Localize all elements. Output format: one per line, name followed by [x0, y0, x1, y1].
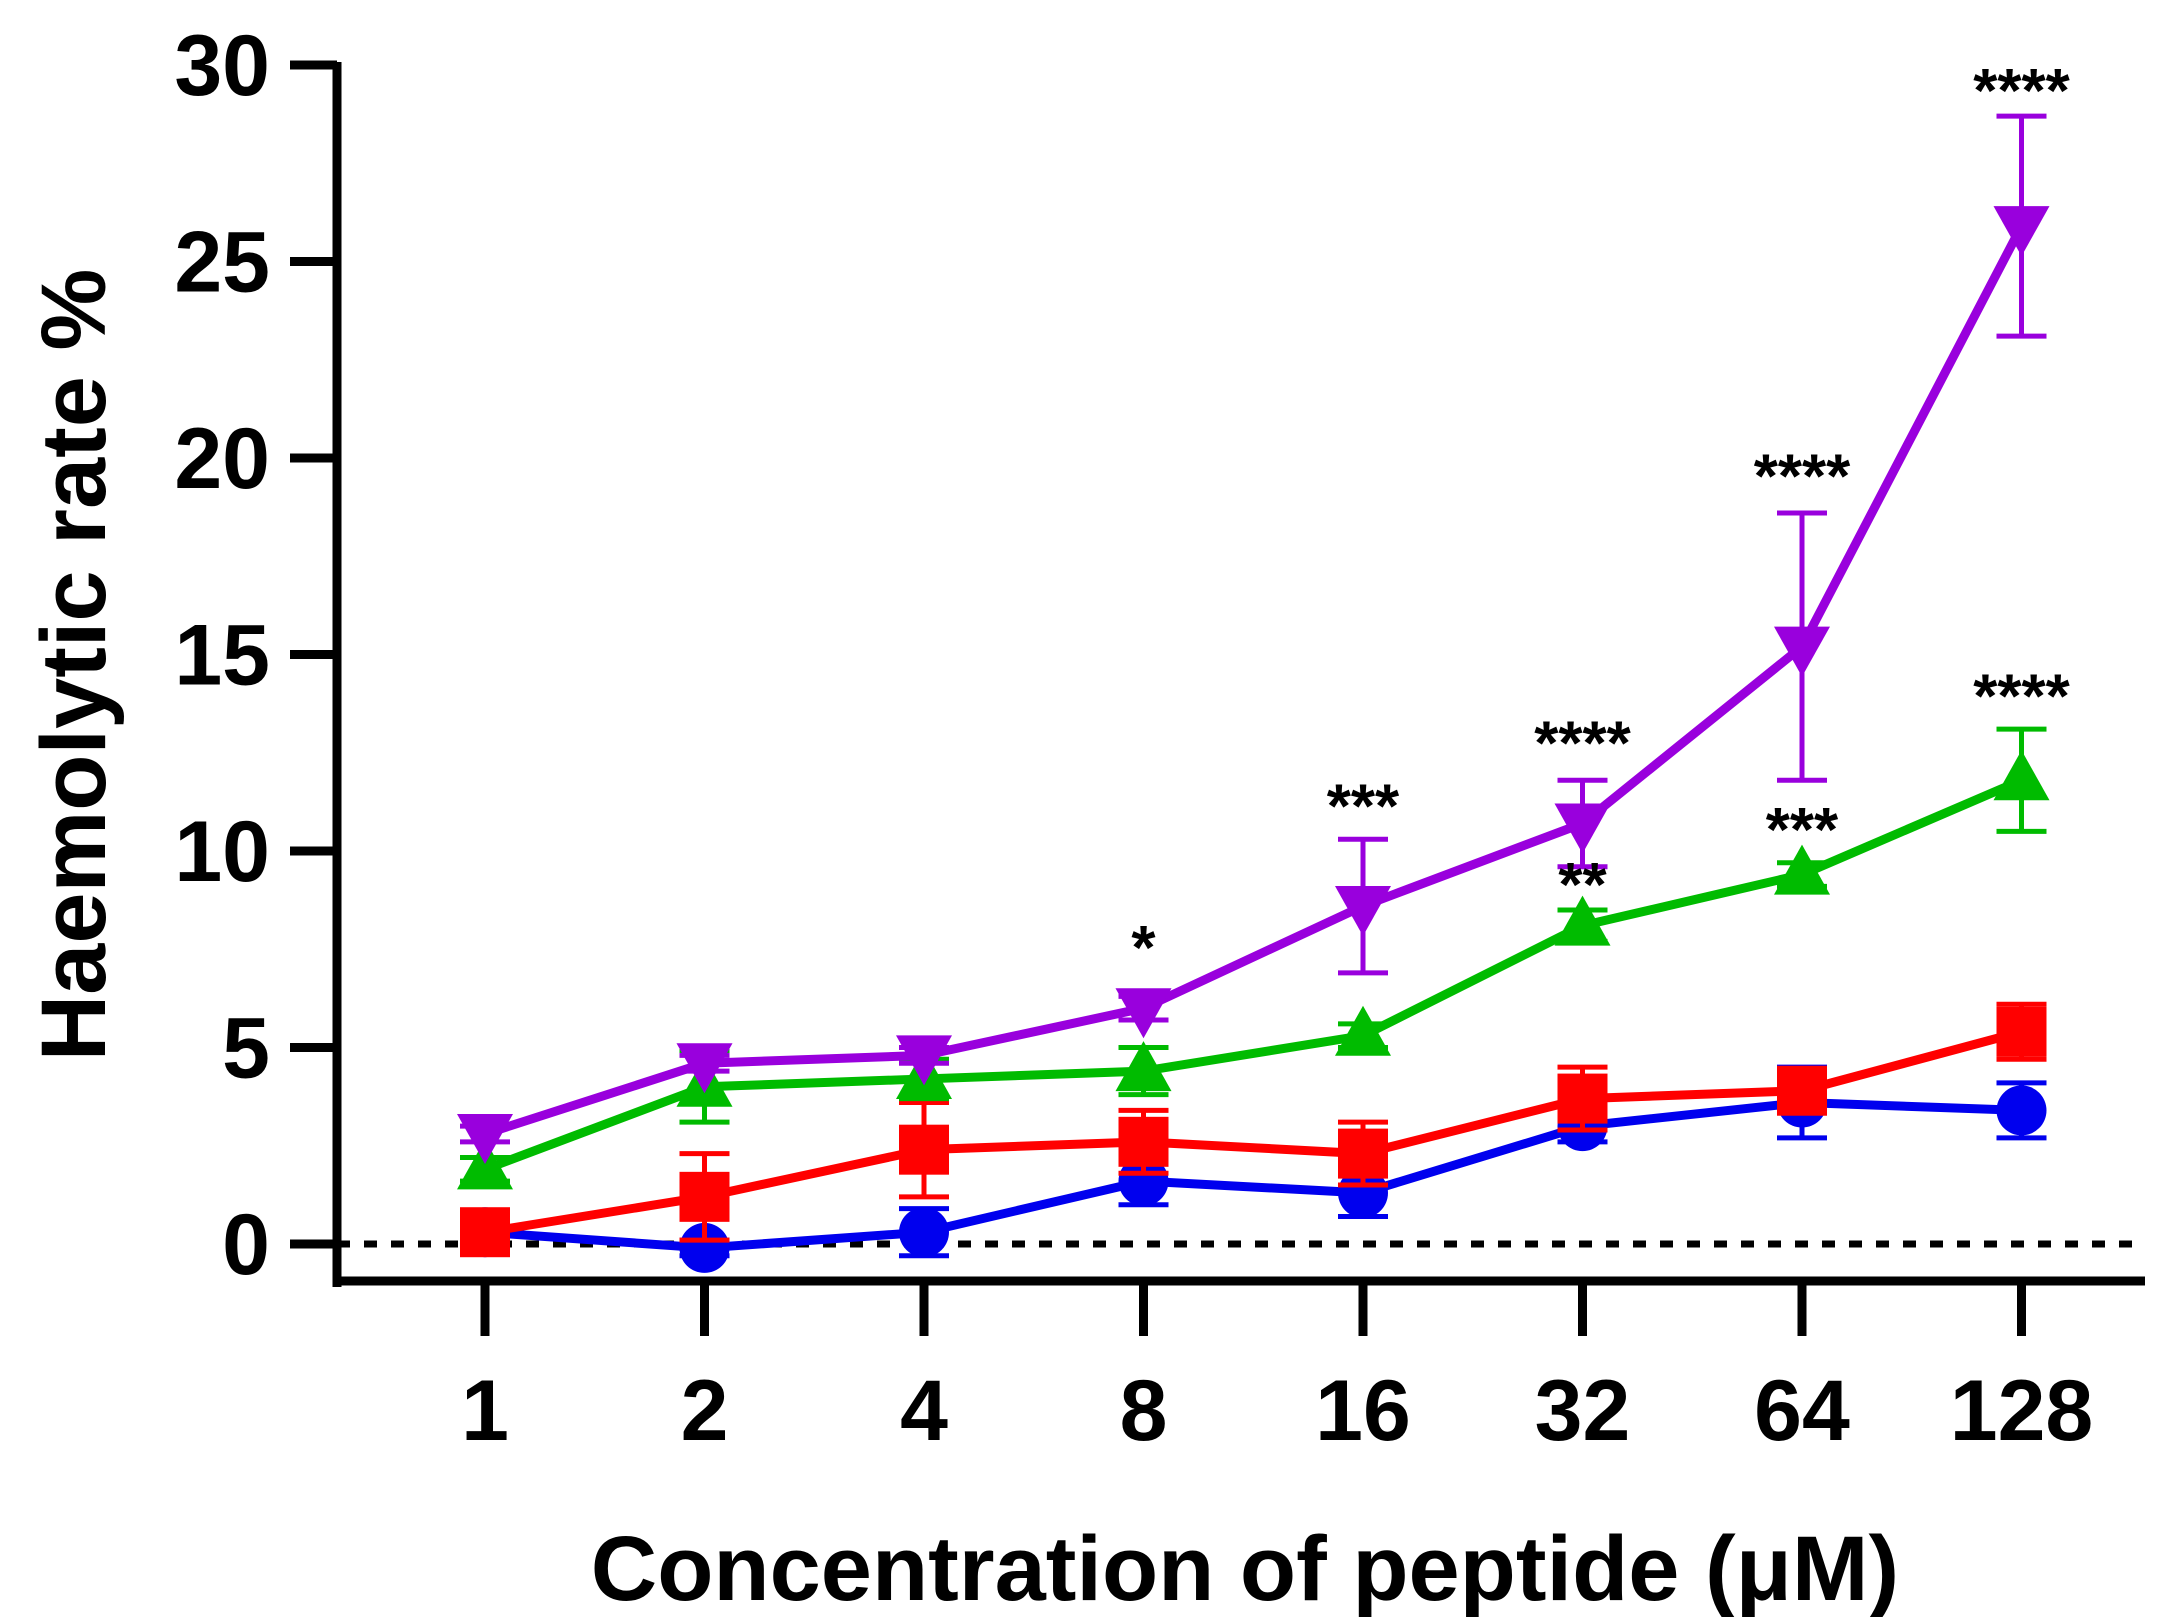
- significance-label: ***: [1327, 772, 1400, 841]
- data-point: [896, 1035, 952, 1086]
- axis-labels: Concentration of peptide (μM) Haemolytic…: [23, 269, 1899, 1617]
- data-point: [1115, 1041, 1172, 1092]
- x-tick-label: 2: [681, 1363, 729, 1459]
- significance-label: *: [1131, 914, 1156, 983]
- significance-label: **: [1558, 851, 1607, 920]
- y-tick-label: 30: [174, 18, 270, 114]
- data-point: [679, 1222, 730, 1273]
- data-point: [1118, 1156, 1169, 1207]
- data-point: [1777, 1065, 1827, 1116]
- data-point: [1554, 895, 1611, 946]
- series-3: [457, 726, 2050, 1190]
- y-tick-label: 15: [174, 608, 270, 704]
- data-point: [679, 1171, 730, 1222]
- data-point: [460, 1207, 510, 1258]
- data-point: [1774, 626, 1830, 677]
- data-point: [1554, 803, 1611, 854]
- data-point: [1996, 1085, 2047, 1136]
- significance-label: ****: [1973, 57, 2070, 126]
- data-point: [1774, 844, 1830, 895]
- data-point: [1335, 886, 1391, 937]
- x-tick-label: 1: [461, 1363, 509, 1459]
- significance-label: ****: [1534, 710, 1631, 779]
- data-point: [1338, 1128, 1388, 1179]
- series-line: [483, 224, 2026, 1139]
- data-point: [1557, 1073, 1608, 1124]
- plot-area: *************************: [457, 57, 2071, 1273]
- x-axis-title: Concentration of peptide (μM): [591, 1518, 1899, 1617]
- x-tick-label: 16: [1315, 1363, 1411, 1459]
- y-axis-title: Haemolytic rate %: [23, 269, 125, 1062]
- series-4: [457, 113, 2050, 1164]
- significance-annotations: *************************: [1131, 57, 2070, 983]
- y-tick-label: 25: [174, 215, 270, 311]
- significance-label: ***: [1766, 796, 1839, 865]
- y-tick-label: 20: [174, 411, 270, 507]
- data-point: [676, 1043, 733, 1094]
- x-tick-label: 128: [1950, 1363, 2094, 1459]
- data-point: [457, 1113, 513, 1164]
- x-tick-label: 64: [1754, 1363, 1850, 1459]
- data-point: [899, 1124, 949, 1175]
- significance-label: ****: [1754, 442, 1851, 511]
- axes: 0 5 10 15 20 25 30 1 2 4 8 16 32 64 128: [174, 18, 2145, 1459]
- data-point: [1335, 1005, 1391, 1056]
- data-point: [1993, 750, 2050, 801]
- data-point: [1996, 1006, 2047, 1057]
- y-tick-label: 10: [174, 804, 270, 900]
- x-tick-label: 4: [900, 1363, 948, 1459]
- data-point: [1338, 1167, 1388, 1218]
- significance-label: ****: [1973, 662, 2070, 731]
- y-tick-label: 5: [222, 1001, 270, 1097]
- data-point: [457, 1139, 513, 1190]
- x-tick-label: 8: [1120, 1363, 1168, 1459]
- y-tick-label: 0: [222, 1197, 270, 1293]
- data-point: [1118, 1116, 1169, 1167]
- series-2: [460, 1001, 2047, 1258]
- series-line: [483, 776, 2024, 1174]
- series-line: [484, 1027, 2023, 1237]
- series-line: [484, 1098, 2022, 1253]
- data-point: [1993, 206, 2050, 257]
- x-tick-label: 32: [1535, 1363, 1631, 1459]
- data-point: [1115, 988, 1172, 1039]
- data-point: [899, 1207, 949, 1258]
